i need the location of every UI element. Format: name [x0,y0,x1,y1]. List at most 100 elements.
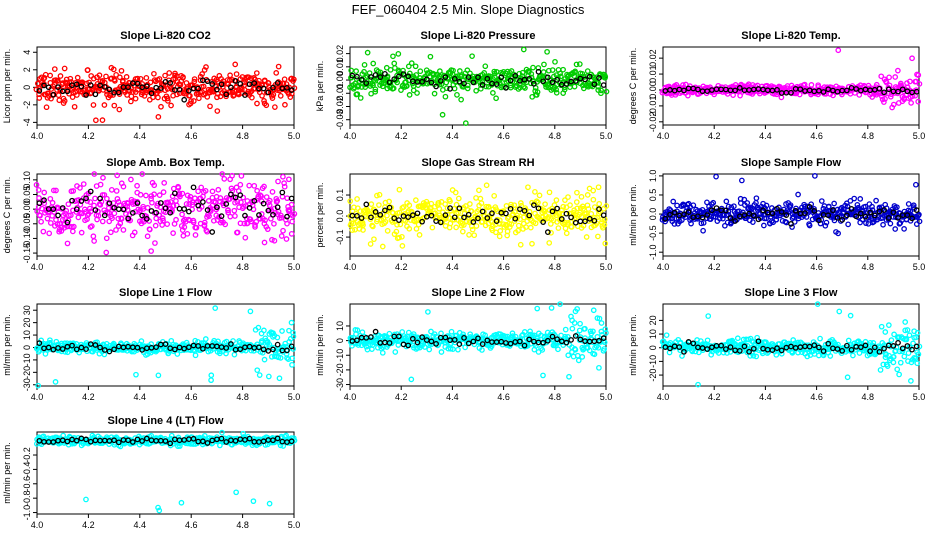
data-point [382,218,389,225]
reference-point [479,341,486,347]
data-point [280,173,286,180]
reference-point [386,204,393,211]
data-point [892,74,899,80]
y-tick-label: -2 [22,101,32,109]
data-point [530,64,536,71]
reference-point [507,77,514,84]
data-point [284,195,290,202]
y-tick-label: -0.01 [335,83,345,104]
data-point [764,350,771,356]
reference-point [354,73,360,80]
data-point [195,188,201,195]
data-point [787,202,794,208]
data-point [795,191,801,198]
x-tick-label: 5.0 [288,262,301,272]
data-point [33,181,40,188]
data-point [155,504,161,511]
reference-point [400,71,407,77]
reference-point [540,78,547,85]
reference-point [78,344,85,351]
data-point [882,96,888,102]
data-point [884,363,891,369]
y-axis-label: ml/min per min. [628,184,638,246]
data-point [490,90,496,96]
reference-point [498,74,505,81]
data-point [535,199,541,206]
reference-point [568,214,574,221]
data-point [210,346,216,352]
x-tick-label: 4.0 [31,262,44,272]
reference-point [358,215,365,221]
data-point [261,356,268,363]
data-point [690,202,697,209]
reference-point [447,205,453,211]
data-point [151,77,158,83]
y-tick-label: -20 [22,366,32,379]
data-point [713,173,719,180]
reference-point [143,83,150,90]
data-point [527,224,534,231]
data-point [399,243,406,249]
data-point [436,205,443,212]
y-tick-label: -0.10 [22,228,32,249]
data-point [275,178,281,185]
data-point [431,90,438,97]
data-point [229,172,235,179]
data-point [277,355,284,361]
reference-point [895,88,901,95]
reference-point [540,219,547,225]
reference-point [59,205,66,211]
data-point [193,224,200,231]
data-point [473,195,479,201]
reference-point [681,87,687,94]
y-tick-label: 0.0 [335,210,345,223]
panel-3: Slope Li-820 Temp.4.0 4.2 4.4 4.6 4.8 5.0-0.0… [628,30,925,141]
data-point [732,341,739,347]
reference-point [195,85,202,92]
data-point [231,207,238,214]
y-axis-label: kPa per min. [315,61,325,112]
data-point [278,214,285,221]
data-point [118,67,125,74]
x-tick-label: 4.2 [708,131,721,141]
reference-point [115,89,122,96]
reference-point [778,347,785,354]
reference-point [368,74,374,80]
data-point [219,429,225,436]
reference-point [577,336,584,343]
reference-point [695,86,701,93]
reference-point [904,343,911,349]
reference-point [709,207,715,214]
data-point [279,328,285,334]
data-point [698,220,705,227]
data-point [349,227,356,234]
data-point [231,351,238,358]
data-point [138,338,145,344]
data-point [730,92,736,98]
data-point [438,81,445,88]
data-point [452,189,459,196]
reference-point [470,79,477,86]
data-point [93,117,99,124]
reference-point [396,217,402,223]
reference-point [844,87,850,94]
data-point [151,191,157,198]
y-tick-label: 2 [22,67,32,72]
data-point [107,229,114,236]
data-point [97,201,104,208]
reference-point [862,213,869,220]
data-point [592,214,598,221]
data-point [466,232,472,238]
y-tick-label: 10 [335,321,345,331]
data-point [595,233,601,240]
data-point [234,229,241,236]
reference-point [909,346,915,353]
x-tick-label: 4.6 [497,131,510,141]
data-point [515,227,521,234]
x-tick-label: 4.2 [82,262,95,272]
x-tick-label: 4.2 [82,520,95,530]
data-point [277,92,284,99]
reference-point [881,207,887,213]
data-point [710,199,717,206]
data-point [547,221,554,227]
